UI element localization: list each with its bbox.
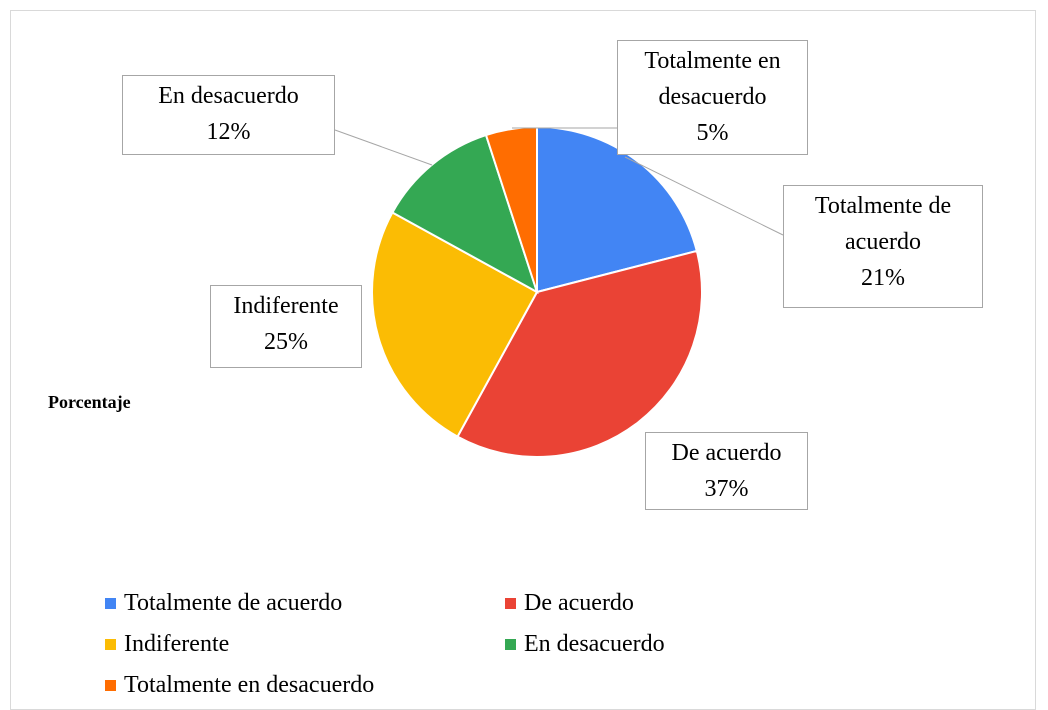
data-label-value: 37% [704, 476, 749, 502]
pie-slice [536, 125, 699, 294]
legend-entry: Totalmente en desacuerdo [105, 667, 374, 703]
data-label: Totalmente de acuerdo 21% [783, 185, 983, 308]
legend-entry: En desacuerdo [505, 626, 665, 662]
data-label-value: 21% [861, 265, 905, 291]
data-label: Indiferente 25% [210, 285, 362, 368]
legend-swatch [105, 638, 116, 650]
data-label: De acuerdo 37% [645, 432, 808, 510]
page: Porcentaje (() => { const data = JSON.pa… [10, 10, 1036, 710]
legend-entry: Indiferente [105, 626, 229, 662]
data-label-category: En desacuerdo [158, 83, 299, 109]
legend-label: En desacuerdo [524, 630, 665, 657]
data-label-category: Totalmente en desacuerdo [644, 48, 781, 110]
legend-entry: De acuerdo [505, 585, 634, 621]
data-label-category: De acuerdo [671, 440, 782, 466]
data-label-value: 12% [206, 119, 251, 145]
legend-label: Totalmente de acuerdo [124, 589, 343, 616]
legend-label: Totalmente en desacuerdo [124, 671, 375, 698]
legend-swatch [105, 679, 116, 691]
chart-title: Porcentaje [48, 392, 131, 412]
data-label: En desacuerdo 12% [122, 75, 335, 155]
legend-label: Indiferente [124, 630, 230, 657]
leader-line [334, 129, 433, 166]
pie-slice [371, 211, 539, 438]
data-label-category: Indiferente [233, 293, 339, 319]
pie-slice [484, 125, 538, 293]
data-label-value: 5% [696, 120, 729, 146]
legend-label: De acuerdo [524, 589, 634, 616]
pie-slice [456, 249, 703, 458]
legend-swatch [105, 597, 116, 609]
legend-entry: Totalmente de acuerdo [105, 585, 342, 621]
leader-line [624, 156, 784, 236]
chart [334, 125, 784, 458]
data-label-category: Totalmente de acuerdo [814, 193, 952, 255]
data-label: Totalmente en desacuerdo 5% [617, 40, 808, 155]
data-label-value: 25% [264, 329, 308, 355]
legend-swatch [505, 597, 516, 609]
legend-swatch [505, 638, 516, 650]
